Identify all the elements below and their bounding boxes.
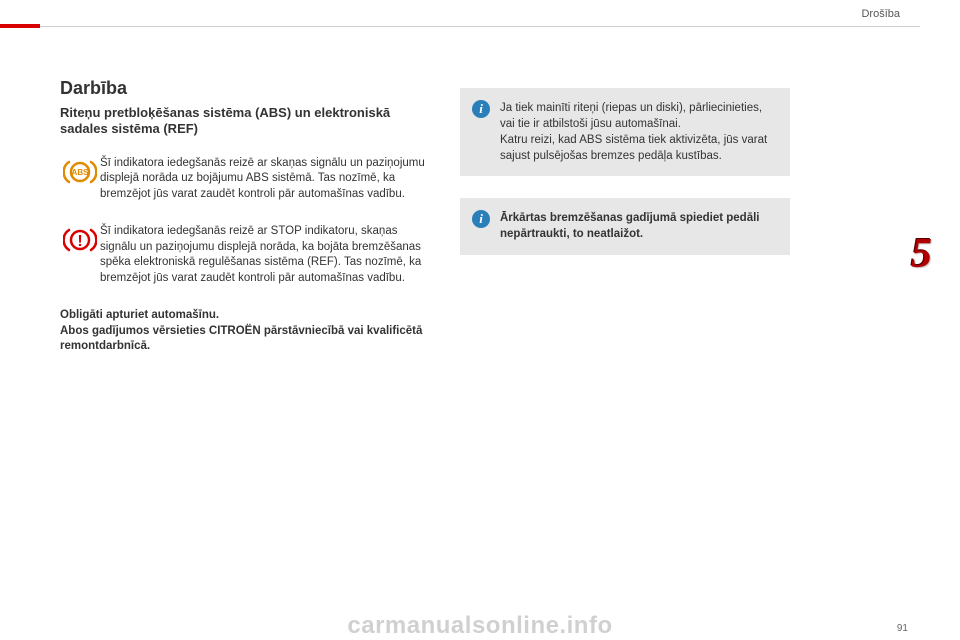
info-box-wheels: i Ja tiek mainīti riteņi (riepas un disk…	[460, 88, 790, 176]
left-column: Darbība Riteņu pretbloķēšanas sistēma (A…	[60, 78, 430, 355]
right-column: i Ja tiek mainīti riteņi (riepas un disk…	[460, 88, 790, 277]
abs-icon: ABS	[60, 156, 100, 186]
abs-warning-text: Šī indikatora iedegšanās reizē ar skaņas…	[100, 156, 430, 203]
section-title: Darbība	[60, 78, 430, 99]
section-subtitle: Riteņu pretbloķēšanas sistēma (ABS) un e…	[60, 105, 430, 138]
mandatory-stop-text: Obligāti apturiet automašīnu.Abos gadīju…	[60, 308, 430, 355]
category-label: Drošība	[861, 8, 900, 20]
svg-text:!: !	[77, 233, 82, 250]
brake-warning-block: ! Šī indikatora iedegšanās reizē ar STOP…	[60, 224, 430, 286]
watermark: carmanualsonline.info	[0, 612, 960, 640]
info-text-2: Ārkārtas bremzēšanas gadījumā spiediet p…	[500, 212, 760, 240]
info-text-1a: Ja tiek mainīti riteņi (riepas un diski)…	[500, 102, 762, 130]
info-text-1b: Katru reizi, kad ABS sistēma tiek aktivi…	[500, 134, 767, 162]
brake-warning-text: Šī indikatora iedegšanās reizē ar STOP i…	[100, 224, 430, 286]
red-accent-tab	[0, 24, 40, 28]
brake-icon: !	[60, 224, 100, 254]
svg-text:ABS: ABS	[72, 168, 90, 177]
chapter-number: 5	[911, 230, 932, 278]
info-icon: i	[472, 210, 490, 228]
info-icon: i	[472, 100, 490, 118]
abs-warning-block: ABS Šī indikatora iedegšanās reizē ar sk…	[60, 156, 430, 203]
top-divider	[40, 26, 920, 27]
info-box-emergency: i Ārkārtas bremzēšanas gadījumā spiediet…	[460, 198, 790, 254]
